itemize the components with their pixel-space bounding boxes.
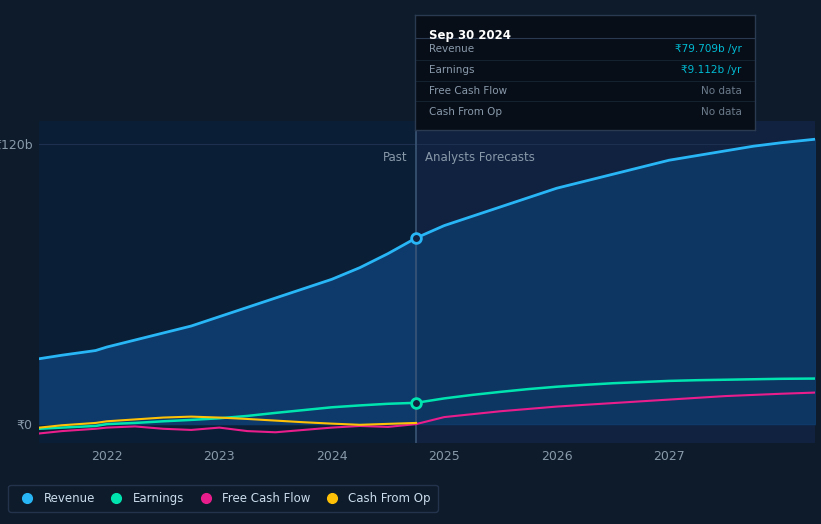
Text: Past: Past: [383, 151, 407, 164]
Bar: [416, 121, 815, 443]
Text: Revenue: Revenue: [429, 45, 474, 54]
Text: ₹79.709b /yr: ₹79.709b /yr: [675, 45, 741, 54]
Text: ₹9.112b /yr: ₹9.112b /yr: [681, 65, 741, 75]
Text: Free Cash Flow: Free Cash Flow: [429, 86, 507, 96]
Text: Sep 30 2024: Sep 30 2024: [429, 29, 511, 42]
Legend: Revenue, Earnings, Free Cash Flow, Cash From Op: Revenue, Earnings, Free Cash Flow, Cash …: [8, 485, 438, 512]
Text: No data: No data: [700, 106, 741, 117]
Text: No data: No data: [700, 86, 741, 96]
Text: Analysts Forecasts: Analysts Forecasts: [425, 151, 535, 164]
Text: Cash From Op: Cash From Op: [429, 106, 502, 117]
Bar: [39, 121, 416, 443]
Text: Earnings: Earnings: [429, 65, 474, 75]
